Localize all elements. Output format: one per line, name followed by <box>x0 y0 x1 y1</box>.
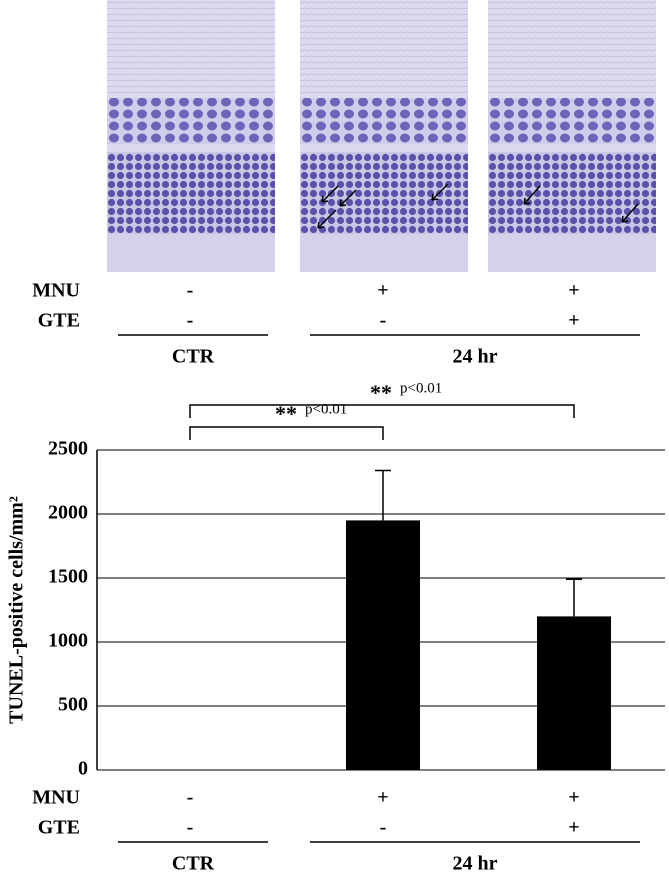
row-value: + <box>377 280 388 302</box>
significance-text: p<0.01 <box>400 380 442 396</box>
significance-bracket <box>189 426 384 440</box>
row-value: - <box>187 817 194 839</box>
y-axis-label: TUNEL-positive cells/mm² <box>6 496 28 724</box>
row-label: MNU <box>32 787 80 809</box>
group-label: CTR <box>172 346 215 368</box>
y-tick-label: 1000 <box>48 630 88 652</box>
micrograph-panels <box>107 0 656 272</box>
y-tick-label: 500 <box>58 694 88 716</box>
row-value: - <box>187 280 194 302</box>
group-label: CTR <box>172 853 215 875</box>
row-value: + <box>568 817 579 839</box>
row-value: + <box>377 787 388 809</box>
group-label: 24 hr <box>453 853 498 875</box>
group-label: 24 hr <box>453 346 498 368</box>
bar <box>537 616 611 770</box>
error-bar <box>566 578 582 617</box>
row-label: GTE <box>38 310 80 332</box>
significance-stars: ** <box>275 401 297 426</box>
row-value: - <box>380 817 387 839</box>
row-value: - <box>187 310 194 332</box>
error-bar <box>375 469 391 521</box>
row-value: - <box>187 787 194 809</box>
micrograph <box>488 0 656 272</box>
y-tick-label: 1500 <box>48 566 88 588</box>
row-label: GTE <box>38 817 80 839</box>
row-value: - <box>380 310 387 332</box>
row-value: + <box>568 787 579 809</box>
y-tick-label: 0 <box>78 758 88 780</box>
y-tick-label: 2500 <box>48 438 88 460</box>
significance-bracket <box>189 404 575 418</box>
significance-text: p<0.01 <box>305 401 347 417</box>
y-tick-label: 2000 <box>48 502 88 524</box>
row-value: + <box>568 310 579 332</box>
micrograph <box>107 0 275 272</box>
row-value: + <box>568 280 579 302</box>
arrows <box>317 183 639 229</box>
bar <box>346 520 420 770</box>
row-label: MNU <box>32 280 80 302</box>
micrograph <box>300 0 468 272</box>
significance-stars: ** <box>370 380 392 405</box>
